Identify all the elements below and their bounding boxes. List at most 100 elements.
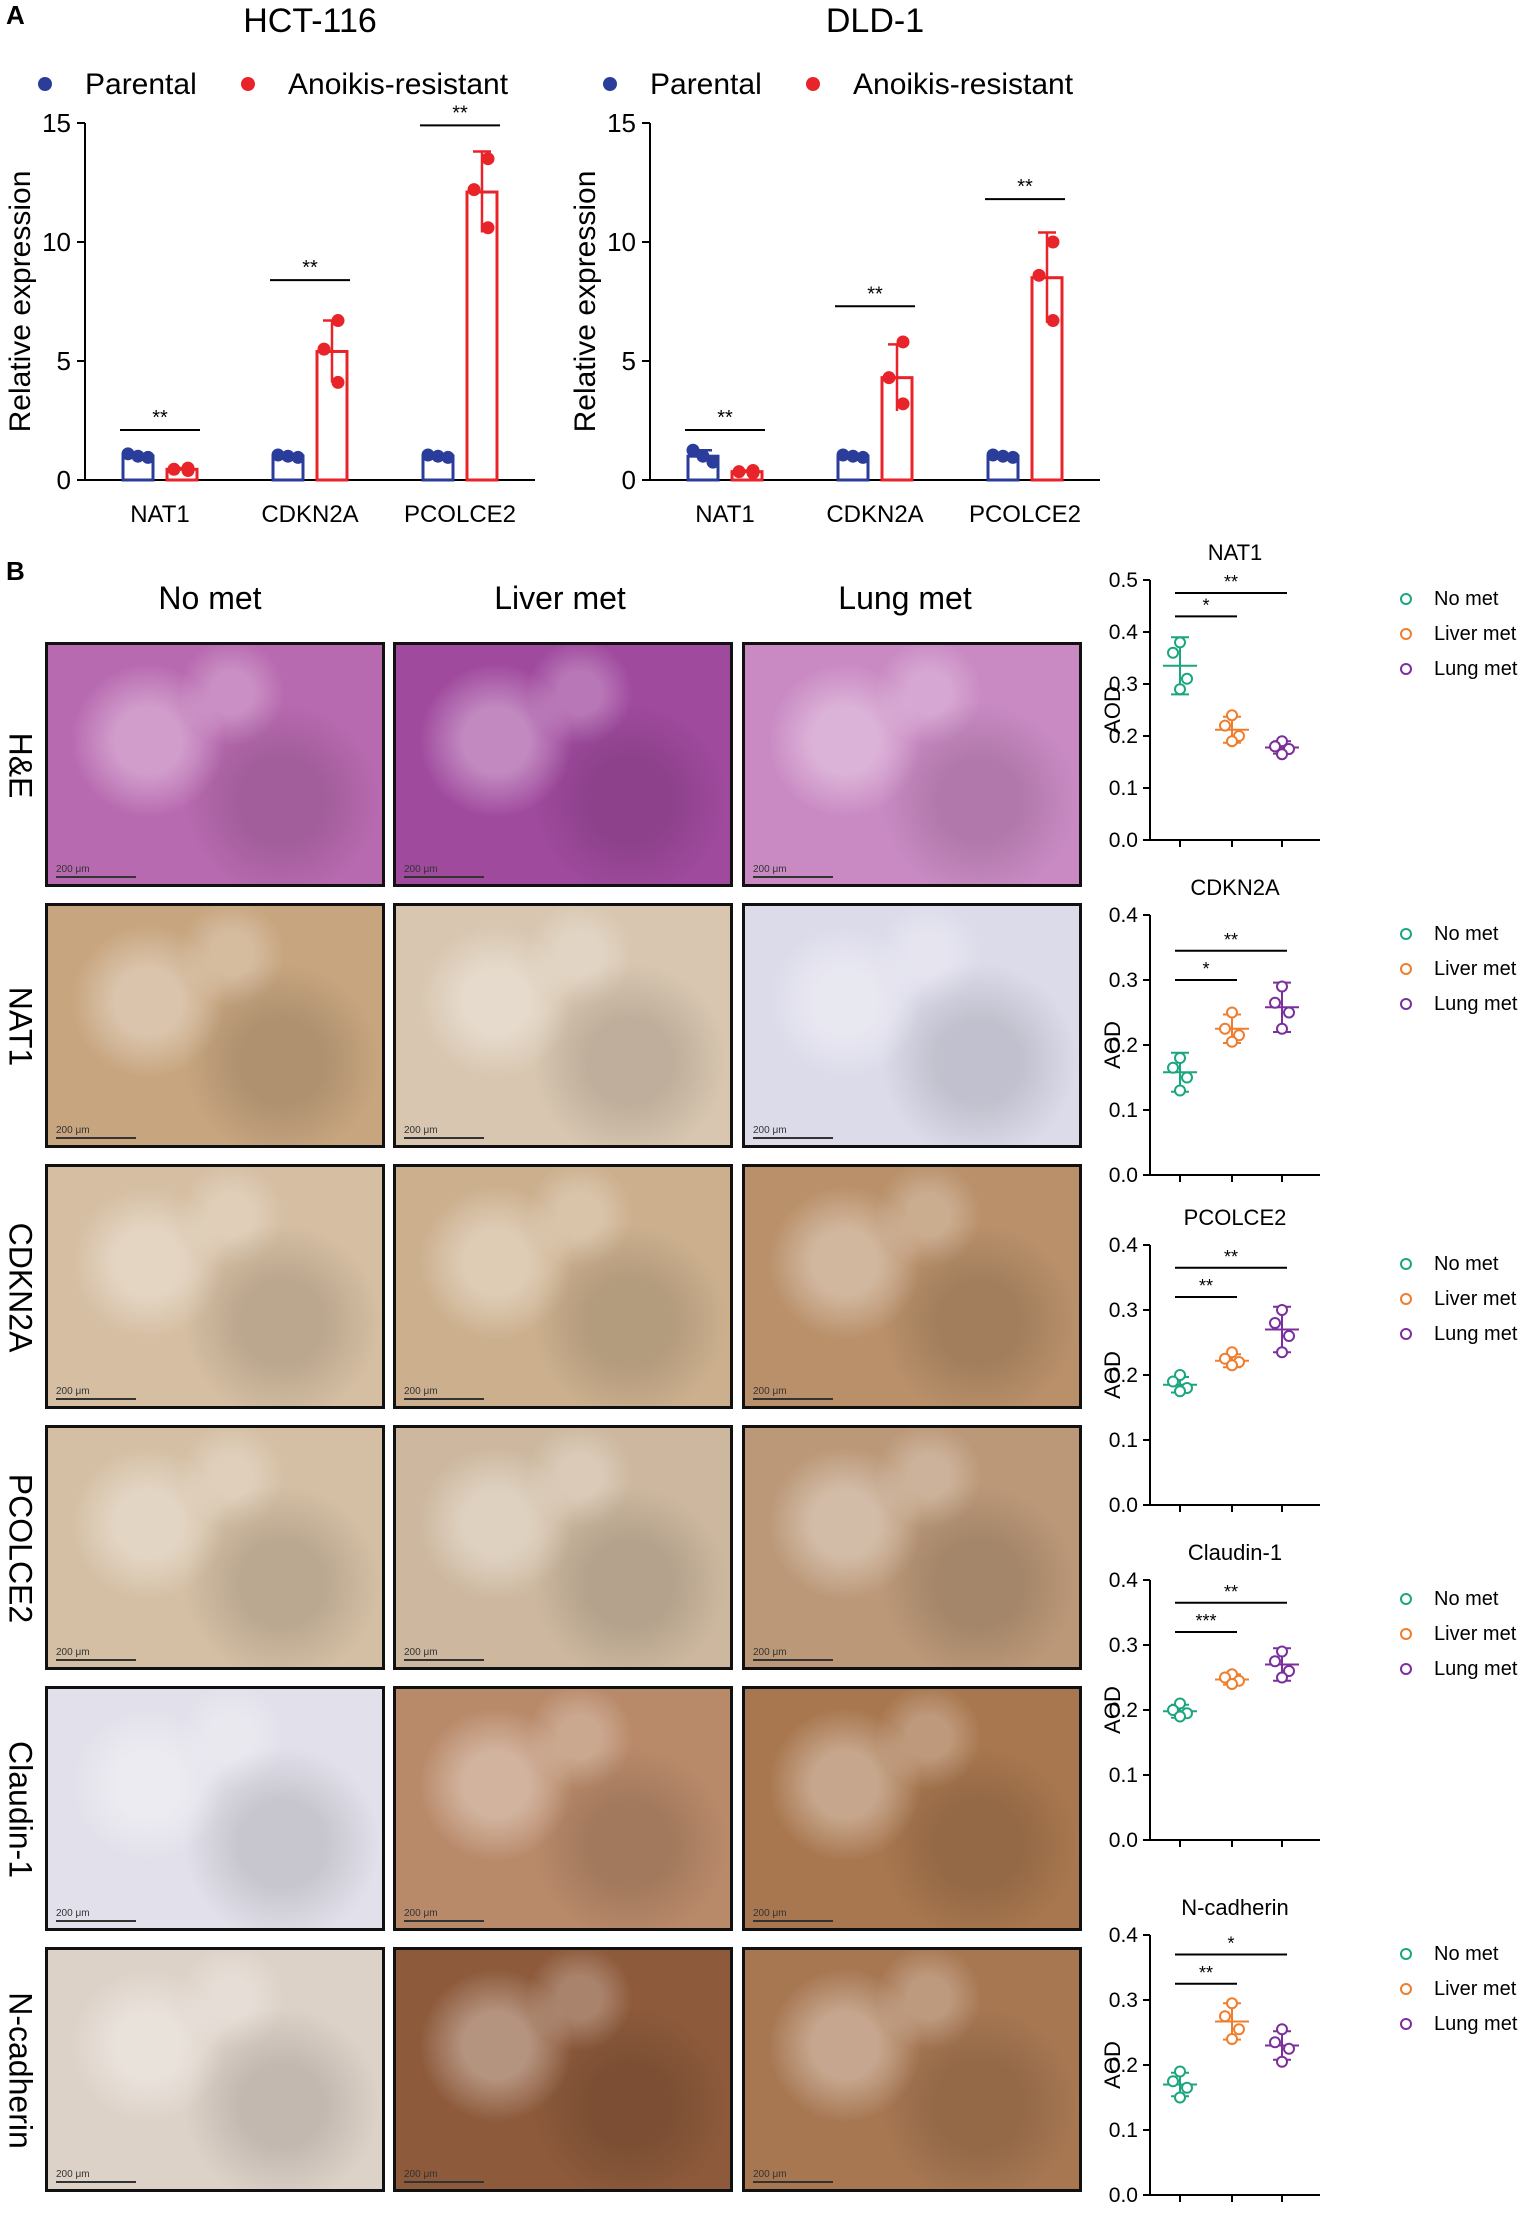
scale-bar: 200 μm [753,1908,833,1922]
data-point [1046,235,1060,249]
y-tick-label: 0.3 [1109,1989,1138,2012]
y-tick-label: 0.4 [1109,1234,1139,1257]
data-point [1276,1671,1288,1684]
legend-marker [1400,1663,1412,1675]
y-axis-label: Relative expression [569,171,602,433]
data-point [1276,1645,1288,1658]
data-point [1233,1029,1245,1042]
data-point [1174,1697,1186,1710]
y-tick-label: 0.4 [1109,621,1139,644]
scale-bar: 200 μm [753,1125,833,1139]
data-point [1174,1385,1186,1398]
data-point [1174,2065,1186,2078]
row-label: NAT1 [2,986,39,1066]
y-tick-label: 0.0 [1109,1494,1138,1517]
legend-marker [1400,2018,1412,2030]
legend-label: No met [1434,1253,1499,1275]
data-point [1167,646,1179,659]
data-point [131,449,145,463]
scale-bar: 200 μm [404,1386,484,1400]
y-tick-label: 0.4 [1109,904,1139,927]
y-tick-label: 0.2 [1109,1364,1138,1387]
data-point [331,314,345,328]
data-point [1226,1359,1238,1372]
ihc-image-tile: 200 μm [393,1164,733,1409]
legend-marker [1400,1293,1412,1305]
sig-label: * [1202,959,1209,979]
data-point [1269,740,1281,753]
col-title-no-met: No met [158,580,262,616]
legend-marker [1400,1948,1412,1960]
sig-label: ** [1199,1276,1213,1296]
ihc-image-tile: 200 μm [393,1686,733,1931]
data-point [421,448,435,462]
scale-bar-line [404,1659,484,1661]
data-point [291,450,305,464]
data-point [1219,719,1231,732]
data-point [441,450,455,464]
data-point [1283,2042,1295,2055]
scatter-plot-nat1: NAT1 0.0 0.1 0.2 0.3 0.4 0.5 AOD No met Liver met… [1100,540,1518,852]
row-label: PCOLCE2 [2,1473,39,1623]
ihc-image-tile: 200 μm [45,1686,385,1931]
y-axis-label: AOD [1100,1021,1125,1069]
scale-bar: 200 μm [56,1125,136,1139]
sig-label: ** [717,407,733,429]
legend-label: No met [1434,1943,1499,1965]
y-tick-label: 5 [622,346,636,376]
data-point [1233,2023,1245,2036]
legend-marker [1400,1593,1412,1605]
scale-bar-label: 200 μm [404,1125,438,1136]
data-point [686,443,700,457]
ihc-image-tile: 200 μm [393,1947,733,2192]
chart-title: NAT1 [1208,540,1263,565]
scale-bar-line [404,1137,484,1139]
scale-bar-label: 200 μm [56,1908,90,1919]
data-point [1276,748,1288,761]
data-point [1167,1704,1179,1716]
legend-marker-0 [603,77,617,91]
data-point [1269,2036,1281,2049]
scatter-plot-ncadherin: N-cadherin 0.0 0.1 0.2 0.3 0.4 AOD No met Liver … [1100,1895,1518,2207]
row-label: CDKN2A [2,1222,39,1352]
scale-bar-line [753,1398,833,1400]
legend-label-1: Anoikis-resistant [288,68,509,101]
data-point [1167,2075,1179,2088]
scale-bar-line [753,1659,833,1661]
data-point [467,183,481,197]
legend-marker [1400,593,1412,605]
scale-bar: 200 μm [404,2169,484,2183]
scale-bar: 200 μm [56,864,136,878]
sig-label: *** [1195,1611,1216,1631]
data-point [431,449,445,463]
data-point [481,152,495,166]
data-point [846,449,860,463]
y-tick-label: 0.2 [1109,2054,1138,2077]
scale-bar-label: 200 μm [404,1908,438,1919]
row-label: Claudin-1 [2,1740,39,1878]
data-point [996,449,1010,463]
data-point [1174,1710,1186,1723]
y-tick-label: 0.0 [1109,829,1138,852]
data-point [1276,1304,1288,1316]
y-tick-label: 15 [42,108,71,138]
y-axis-label: AOD [1100,1351,1125,1399]
scale-bar-label: 200 μm [56,864,90,875]
legend-label-0: Parental [650,68,762,101]
data-point [896,335,910,349]
data-point [1174,1084,1186,1097]
legend-label: Liver met [1434,1288,1517,1310]
ihc-image-tile: 200 μm [742,1164,1082,1409]
y-tick-label: 0.1 [1109,1764,1138,1787]
data-point [746,466,760,480]
ihc-image-tile: 200 μm [742,1686,1082,1931]
x-tick-label: CDKN2A [261,501,358,528]
y-tick-label: 0.2 [1109,1699,1138,1722]
chart-title: N-cadherin [1181,1895,1289,1920]
chart-title: DLD-1 [826,2,924,40]
data-point [167,462,181,476]
data-point [1181,1071,1193,1084]
y-tick-label: 0 [57,465,71,495]
scale-bar-label: 200 μm [404,2169,438,2180]
x-tick-label: CDKN2A [826,501,923,528]
